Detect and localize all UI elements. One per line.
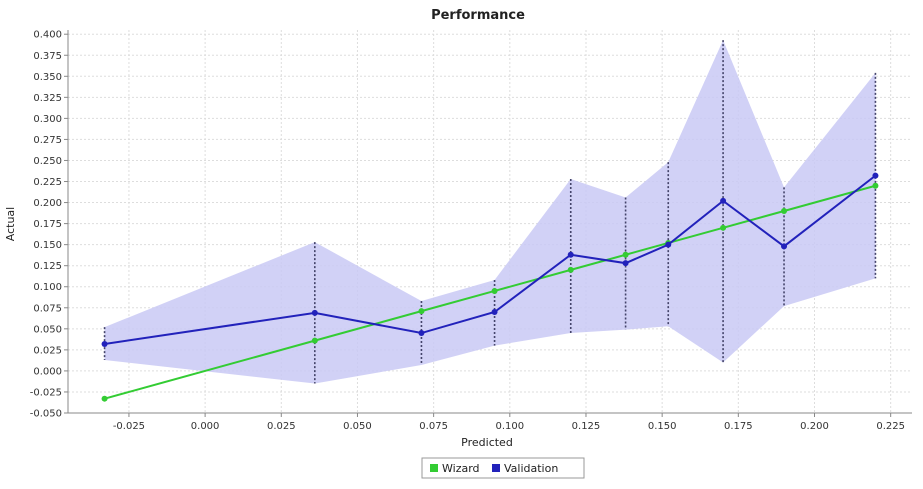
validation-point [665, 241, 672, 248]
confidence-band-area [104, 40, 876, 384]
y-tick-label: 0.150 [33, 240, 62, 251]
y-tick-label: -0.025 [30, 387, 62, 398]
y-tick-label: 0.300 [33, 114, 62, 125]
validation-point [781, 243, 788, 250]
y-axis-label: Actual [4, 207, 17, 241]
y-tick-label: 0.350 [33, 72, 62, 83]
y-tick-label: 0.275 [33, 135, 62, 146]
wizard-point [781, 207, 788, 214]
y-tick-label: 0.100 [33, 282, 62, 293]
wizard-point [491, 287, 498, 294]
legend: Wizard Validation [421, 457, 585, 479]
x-axis-label: Predicted [461, 436, 513, 449]
x-tick-label: 0.050 [343, 421, 372, 432]
wizard-point [567, 266, 574, 273]
wizard-point [720, 224, 727, 231]
validation-legend-label: Validation [504, 462, 558, 475]
y-tick-label: 0.000 [33, 366, 62, 377]
wizard-legend-swatch [430, 464, 438, 472]
validation-legend-swatch [492, 464, 500, 472]
y-tick-label: 0.200 [33, 198, 62, 209]
y-tick-label: 0.400 [33, 30, 62, 41]
validation-point [311, 309, 318, 316]
wizard-point [101, 395, 108, 402]
y-tick-label: 0.175 [33, 219, 62, 230]
x-tick-label: 0.000 [191, 421, 220, 432]
x-tick-label: 0.200 [800, 421, 829, 432]
chart-title: Performance [431, 8, 525, 23]
y-tick-label: 0.075 [33, 303, 62, 314]
wizard-point [311, 337, 318, 344]
x-tick-label: 0.025 [267, 421, 296, 432]
validation-point [491, 308, 498, 315]
wizard-point [872, 182, 879, 189]
wizard-point [622, 251, 629, 258]
x-tick-label: 0.175 [724, 421, 753, 432]
y-tick-label: 0.325 [33, 93, 62, 104]
validation-point [872, 172, 879, 179]
x-tick-label: -0.025 [113, 421, 145, 432]
x-tick-label: 0.125 [572, 421, 601, 432]
y-tick-label: 0.250 [33, 156, 62, 167]
validation-point [418, 330, 425, 337]
y-tick-label: 0.125 [33, 261, 62, 272]
wizard-point [418, 308, 425, 315]
validation-point [622, 260, 629, 267]
x-tick-label: 0.225 [876, 421, 905, 432]
wizard-legend-label: Wizard [442, 462, 480, 475]
x-tick-label: 0.100 [495, 421, 524, 432]
y-tick-label: 0.050 [33, 324, 62, 335]
validation-point [720, 197, 727, 204]
validation-point [567, 251, 574, 258]
y-tick-label: 0.375 [33, 51, 62, 62]
y-tick-label: -0.050 [30, 409, 62, 420]
y-tick-label: 0.025 [33, 345, 62, 356]
validation-series-line [104, 174, 877, 345]
x-tick-label: 0.150 [648, 421, 677, 432]
y-tick-label: 0.225 [33, 177, 62, 188]
confidence-band [104, 40, 876, 384]
series-lines [101, 172, 879, 402]
validation-point [101, 340, 108, 347]
axes: 0.400 0.375 0.350 0.325 0.300 0.275 0.250 0.225… [30, 30, 912, 432]
x-tick-label: 0.075 [419, 421, 448, 432]
legend-box [421, 457, 585, 479]
wizard-series-line [104, 184, 876, 400]
